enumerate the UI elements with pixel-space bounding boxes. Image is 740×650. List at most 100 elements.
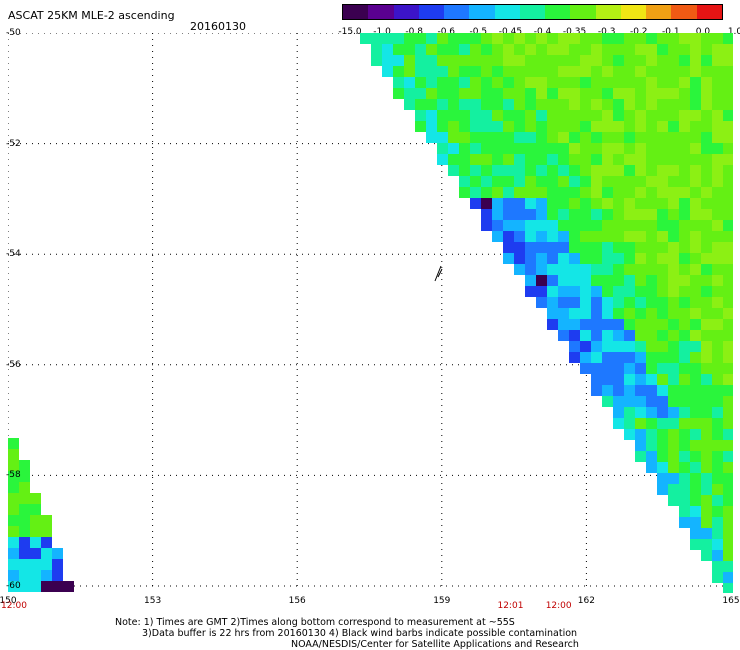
swath-cell: [624, 154, 635, 165]
colorbar-label: -0.45: [498, 27, 523, 37]
swath-cell: [701, 440, 712, 451]
swath-cell: [668, 176, 679, 187]
swath-cell: [646, 264, 657, 275]
swath-cell: [569, 253, 580, 264]
swath-cell: [591, 275, 602, 286]
swath-cell: [646, 110, 657, 121]
swath-cell: [41, 526, 52, 537]
swath-cell: [558, 132, 569, 143]
swath-cell: [558, 275, 569, 286]
swath-cell: [558, 187, 569, 198]
note-line-2: 3)Data buffer is 22 hrs from 20160130 4)…: [142, 628, 578, 639]
swath-cell: [580, 187, 591, 198]
swath-cell: [723, 352, 733, 363]
swath-cell: [690, 517, 701, 528]
chart-date: 20160130: [190, 20, 246, 33]
swath-cell: [547, 198, 558, 209]
swath-cell: [569, 220, 580, 231]
swath-cell: [646, 187, 657, 198]
swath-cell: [503, 44, 514, 55]
swath-cell: [492, 44, 503, 55]
swath-cell: [437, 33, 448, 44]
swath-cell: [657, 220, 668, 231]
swath-cell: [712, 396, 723, 407]
swath-cell: [668, 440, 679, 451]
swath-cell: [437, 154, 448, 165]
swath-cell: [569, 319, 580, 330]
swath-cell: [657, 121, 668, 132]
swath-cell: [712, 242, 723, 253]
swath-cell: [668, 55, 679, 66]
swath-cell: [580, 264, 591, 275]
swath-cell: [701, 143, 712, 154]
swath-cell: [635, 264, 646, 275]
swath-cell: [8, 515, 19, 526]
swath-cell: [657, 209, 668, 220]
swath-cell: [646, 220, 657, 231]
swath-cell: [30, 548, 41, 559]
swath-cell: [668, 308, 679, 319]
swath-cell: [624, 77, 635, 88]
swath-cell: [635, 319, 646, 330]
swath-cell: [646, 121, 657, 132]
swath-cell: [591, 319, 602, 330]
swath-cell: [492, 55, 503, 66]
swath-cell: [701, 385, 712, 396]
swath-cell: [690, 165, 701, 176]
swath-cell: [591, 352, 602, 363]
swath-cell: [448, 143, 459, 154]
swath-cell: [690, 418, 701, 429]
swath-cell: [437, 110, 448, 121]
swath-cell: [657, 462, 668, 473]
swath-cell: [701, 319, 712, 330]
swath-cell: [525, 44, 536, 55]
swath-cell: [569, 242, 580, 253]
swath-cell: [690, 198, 701, 209]
swath-cell: [580, 88, 591, 99]
colorbar-swatch: [519, 5, 546, 19]
swath-cell: [646, 440, 657, 451]
swath-cell: [668, 209, 679, 220]
swath-cell: [448, 33, 459, 44]
swath-cell: [657, 341, 668, 352]
swath-cell: [514, 33, 525, 44]
swath-cell: [492, 33, 503, 44]
swath-cell: [701, 308, 712, 319]
swath-cell: [547, 319, 558, 330]
swath-cell: [657, 77, 668, 88]
swath-cell: [723, 176, 733, 187]
swath-cell: [437, 77, 448, 88]
swath-cell: [569, 286, 580, 297]
swath-cell: [668, 33, 679, 44]
swath-cell: [602, 264, 613, 275]
colorbar-swatch: [595, 5, 621, 19]
swath-cell: [393, 44, 404, 55]
swath-cell: [580, 99, 591, 110]
swath-cell: [536, 198, 547, 209]
swath-cell: [448, 99, 459, 110]
swath-cell: [635, 253, 646, 264]
swath-cell: [569, 308, 580, 319]
swath-cell: [382, 44, 393, 55]
swath-cell: [426, 110, 437, 121]
swath-cell: [701, 132, 712, 143]
swath-cell: [723, 88, 733, 99]
swath-cell: [371, 55, 382, 66]
swath-cell: [569, 264, 580, 275]
swath-cell: [525, 132, 536, 143]
swath-cell: [723, 143, 733, 154]
swath-cell: [690, 110, 701, 121]
swath-cell: [646, 418, 657, 429]
swath-cell: [624, 286, 635, 297]
swath-cell: [558, 286, 569, 297]
swath-cell: [701, 407, 712, 418]
swath-cell: [657, 33, 668, 44]
swath-cell: [536, 297, 547, 308]
swath-cell: [580, 319, 591, 330]
swath-cell: [701, 286, 712, 297]
swath-cell: [646, 165, 657, 176]
swath-cell: [679, 407, 690, 418]
swath-cell: [558, 66, 569, 77]
swath-cell: [459, 132, 470, 143]
swath-cell: [712, 220, 723, 231]
